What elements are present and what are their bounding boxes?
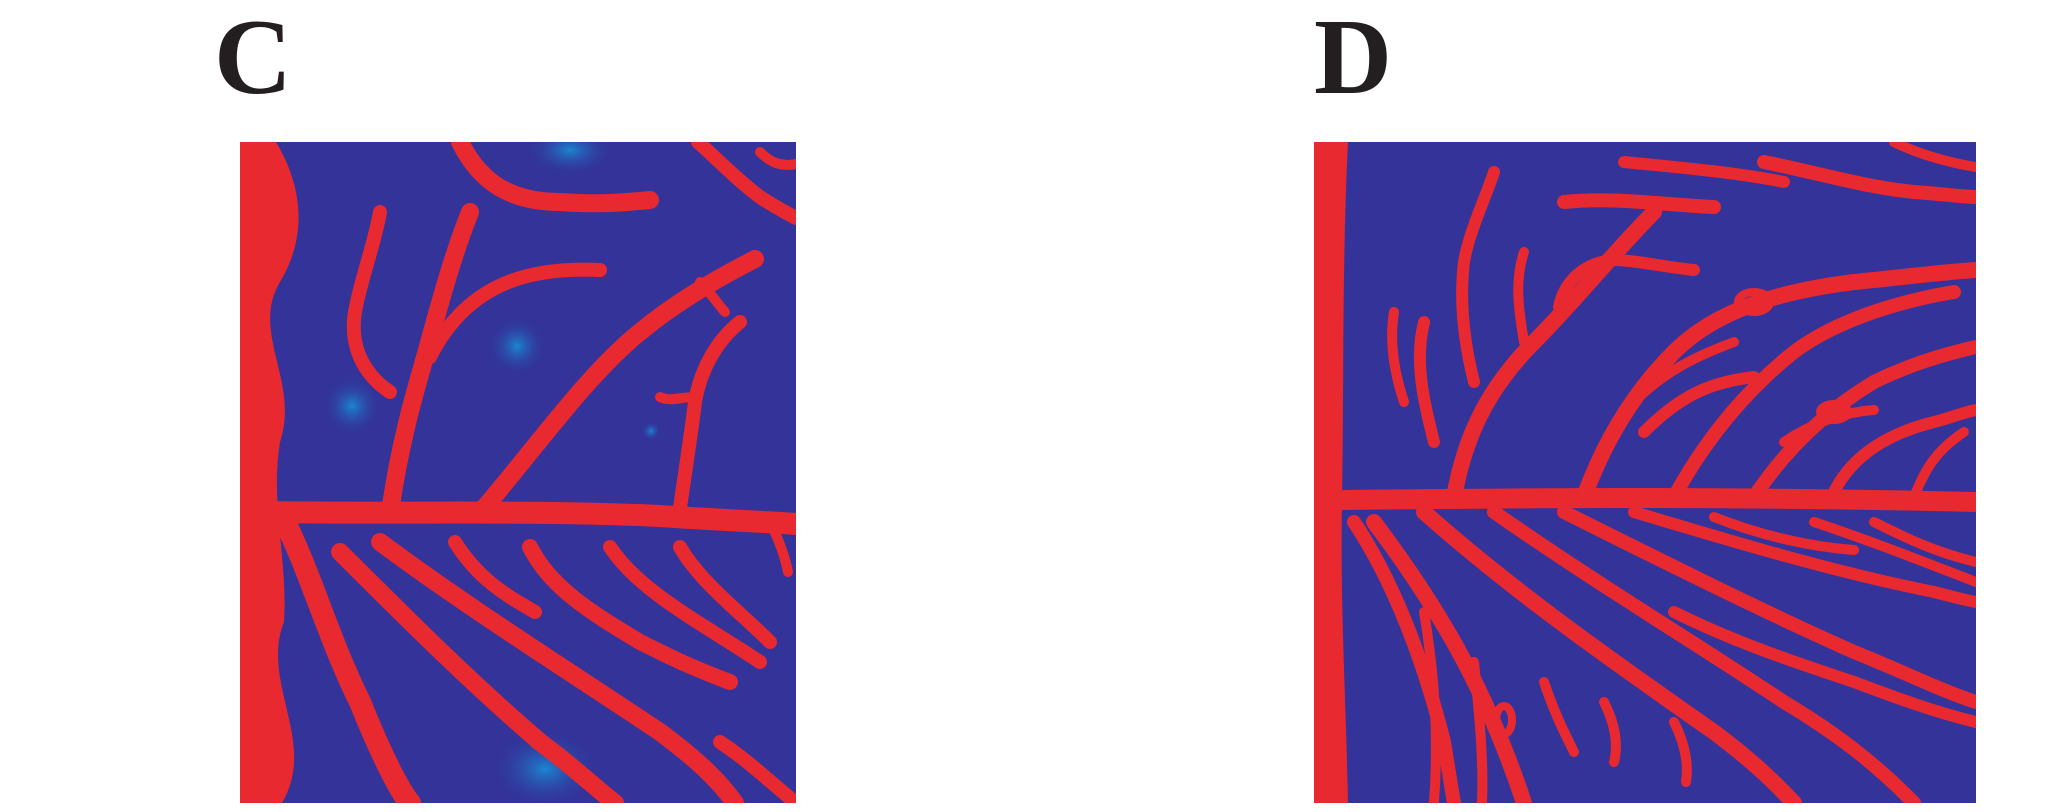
panel-label-d: D bbox=[1314, 4, 1392, 112]
panel-d-image bbox=[1314, 142, 1976, 803]
panel-label-c: C bbox=[214, 4, 292, 112]
panel-d-vessel-pattern bbox=[1314, 142, 1976, 803]
panel-c-image bbox=[240, 142, 796, 803]
panel-c-vessel-pattern bbox=[240, 142, 796, 803]
